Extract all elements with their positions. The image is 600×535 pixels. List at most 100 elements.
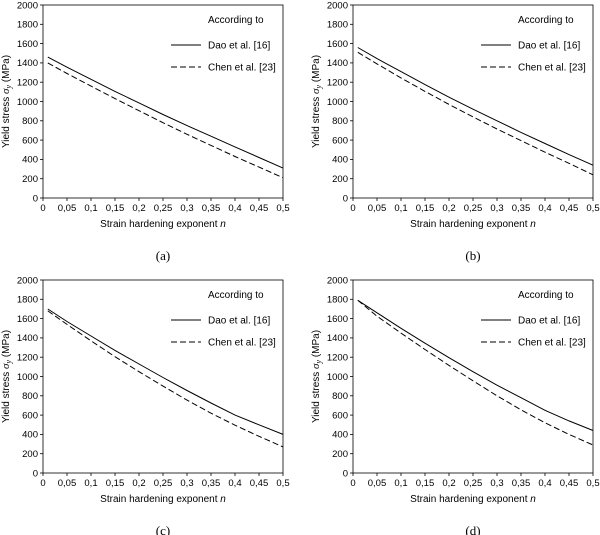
x-tick-label: 0 [350, 203, 355, 214]
plot-frame [352, 4, 594, 199]
x-tick-label: 0,1 [84, 478, 97, 489]
x-tick-label: 0,45 [250, 478, 269, 489]
y-tick-label: 1200 [17, 353, 38, 364]
x-tick-label: 0,35 [202, 203, 221, 214]
x-tick-label: 0,1 [394, 203, 407, 214]
x-tick-label: 0,2 [442, 203, 455, 214]
y-tick-label: 1000 [327, 97, 348, 108]
legend-label-chen: Chen et al. [23] [208, 63, 276, 74]
y-tick-label: 200 [22, 174, 38, 185]
x-tick-label: 0,45 [560, 478, 579, 489]
x-tick-label: 0,2 [132, 203, 145, 214]
plot-frame [352, 279, 594, 474]
y-tick-label: 0 [343, 193, 348, 204]
legend-title: According to [518, 290, 574, 301]
y-tick-label: 1800 [17, 20, 38, 31]
x-tick-label: 0,35 [512, 203, 531, 214]
y-tick-label: 1400 [327, 58, 348, 69]
y-tick-label: 800 [332, 116, 348, 127]
x-tick-label: 0,3 [490, 203, 503, 214]
x-tick-label: 0,5 [276, 203, 289, 214]
y-tick-label: 1000 [17, 97, 38, 108]
y-axis-unit: (MPa) [311, 330, 322, 360]
y-tick-label: 1200 [327, 353, 348, 364]
y-tick-label: 200 [22, 449, 38, 460]
chart-panel-b: 0 200 400 600 800 1000 1200 1400 1600 1800 2000 0 0,… [310, 0, 600, 263]
legend-label-dao: Dao et al. [16] [208, 316, 270, 327]
y-axis-label: Yield stress σy (MPa) [0, 55, 13, 148]
y-tick-label: 1800 [327, 295, 348, 306]
legend-title: According to [208, 290, 264, 301]
legend-label-dao: Dao et al. [16] [208, 41, 270, 52]
y-tick-label: 0 [33, 193, 38, 204]
chart-panel-c: 0 200 400 600 800 1000 1200 1400 1600 1800 2000 0 0,… [0, 275, 290, 535]
x-tick-label: 0,5 [276, 478, 289, 489]
plot-frame [42, 4, 284, 199]
series-line-dao [47, 56, 284, 169]
y-tick-label: 2000 [17, 275, 38, 286]
legend-label-dao: Dao et al. [16] [518, 41, 580, 52]
legend-label-chen: Chen et al. [23] [518, 338, 586, 349]
x-axis-label: Strain hardening exponent n [100, 494, 226, 505]
y-axis-subscript: y [314, 360, 323, 365]
y-axis-subscript: y [314, 85, 323, 90]
y-tick-label: 1600 [327, 314, 348, 325]
x-tick-label: 0,25 [464, 478, 483, 489]
x-tick-label: 0,05 [368, 478, 387, 489]
x-tick-label: 0,1 [394, 478, 407, 489]
y-tick-label: 600 [22, 135, 38, 146]
y-tick-label: 400 [22, 155, 38, 166]
y-axis-unit: (MPa) [1, 55, 12, 85]
y-tick-label: 1400 [17, 333, 38, 344]
y-tick-label: 1200 [327, 78, 348, 89]
series-line-dao [357, 299, 594, 431]
y-tick-label: 1000 [17, 372, 38, 383]
y-tick-label: 800 [22, 391, 38, 402]
x-tick-label: 0,3 [180, 478, 193, 489]
y-tick-label: 2000 [327, 0, 348, 11]
y-axis-unit: (MPa) [311, 55, 322, 85]
y-tick-label: 1400 [327, 333, 348, 344]
x-tick-label: 0,45 [250, 203, 269, 214]
y-tick-label: 1600 [17, 39, 38, 50]
x-tick-label: 0,5 [586, 203, 599, 214]
x-tick-label: 0,15 [416, 478, 435, 489]
y-tick-label: 0 [343, 468, 348, 479]
plot-frame [42, 279, 284, 474]
series-line-dao [357, 47, 594, 166]
y-tick-label: 1800 [17, 295, 38, 306]
x-tick-label: 0,35 [202, 478, 221, 489]
y-axis-symbol: σ [0, 88, 12, 94]
y-tick-label: 200 [332, 174, 348, 185]
series-line-chen [47, 62, 284, 179]
x-tick-label: 0,4 [228, 203, 241, 214]
x-tick-label: 0,2 [132, 478, 145, 489]
series-line-chen [357, 51, 594, 176]
x-tick-label: 0,3 [490, 478, 503, 489]
series-line-chen [357, 299, 594, 446]
x-tick-label: 0,05 [58, 478, 77, 489]
y-axis-symbol: σ [0, 363, 12, 369]
x-tick-label: 0 [40, 478, 45, 489]
legend-title: According to [208, 15, 264, 26]
x-tick-label: 0,4 [538, 203, 551, 214]
x-tick-label: 0,15 [106, 478, 125, 489]
panel-label: (b) [465, 248, 480, 263]
x-tick-label: 0,3 [180, 203, 193, 214]
y-tick-label: 1200 [17, 78, 38, 89]
y-axis-subscript: y [4, 360, 13, 365]
y-tick-label: 800 [332, 391, 348, 402]
y-tick-label: 2000 [327, 275, 348, 286]
y-tick-label: 2000 [17, 0, 38, 11]
x-axis-label: Strain hardening exponent n [100, 219, 226, 230]
x-tick-label: 0 [350, 478, 355, 489]
y-tick-label: 1800 [327, 20, 348, 31]
x-tick-label: 0,1 [84, 203, 97, 214]
y-axis-symbol: σ [310, 363, 322, 369]
x-axis-variable: n [530, 219, 536, 230]
legend-label-chen: Chen et al. [23] [518, 63, 586, 74]
x-tick-label: 0,15 [416, 203, 435, 214]
y-tick-label: 1600 [327, 39, 348, 50]
y-axis-label: Yield stress σy (MPa) [310, 55, 323, 148]
